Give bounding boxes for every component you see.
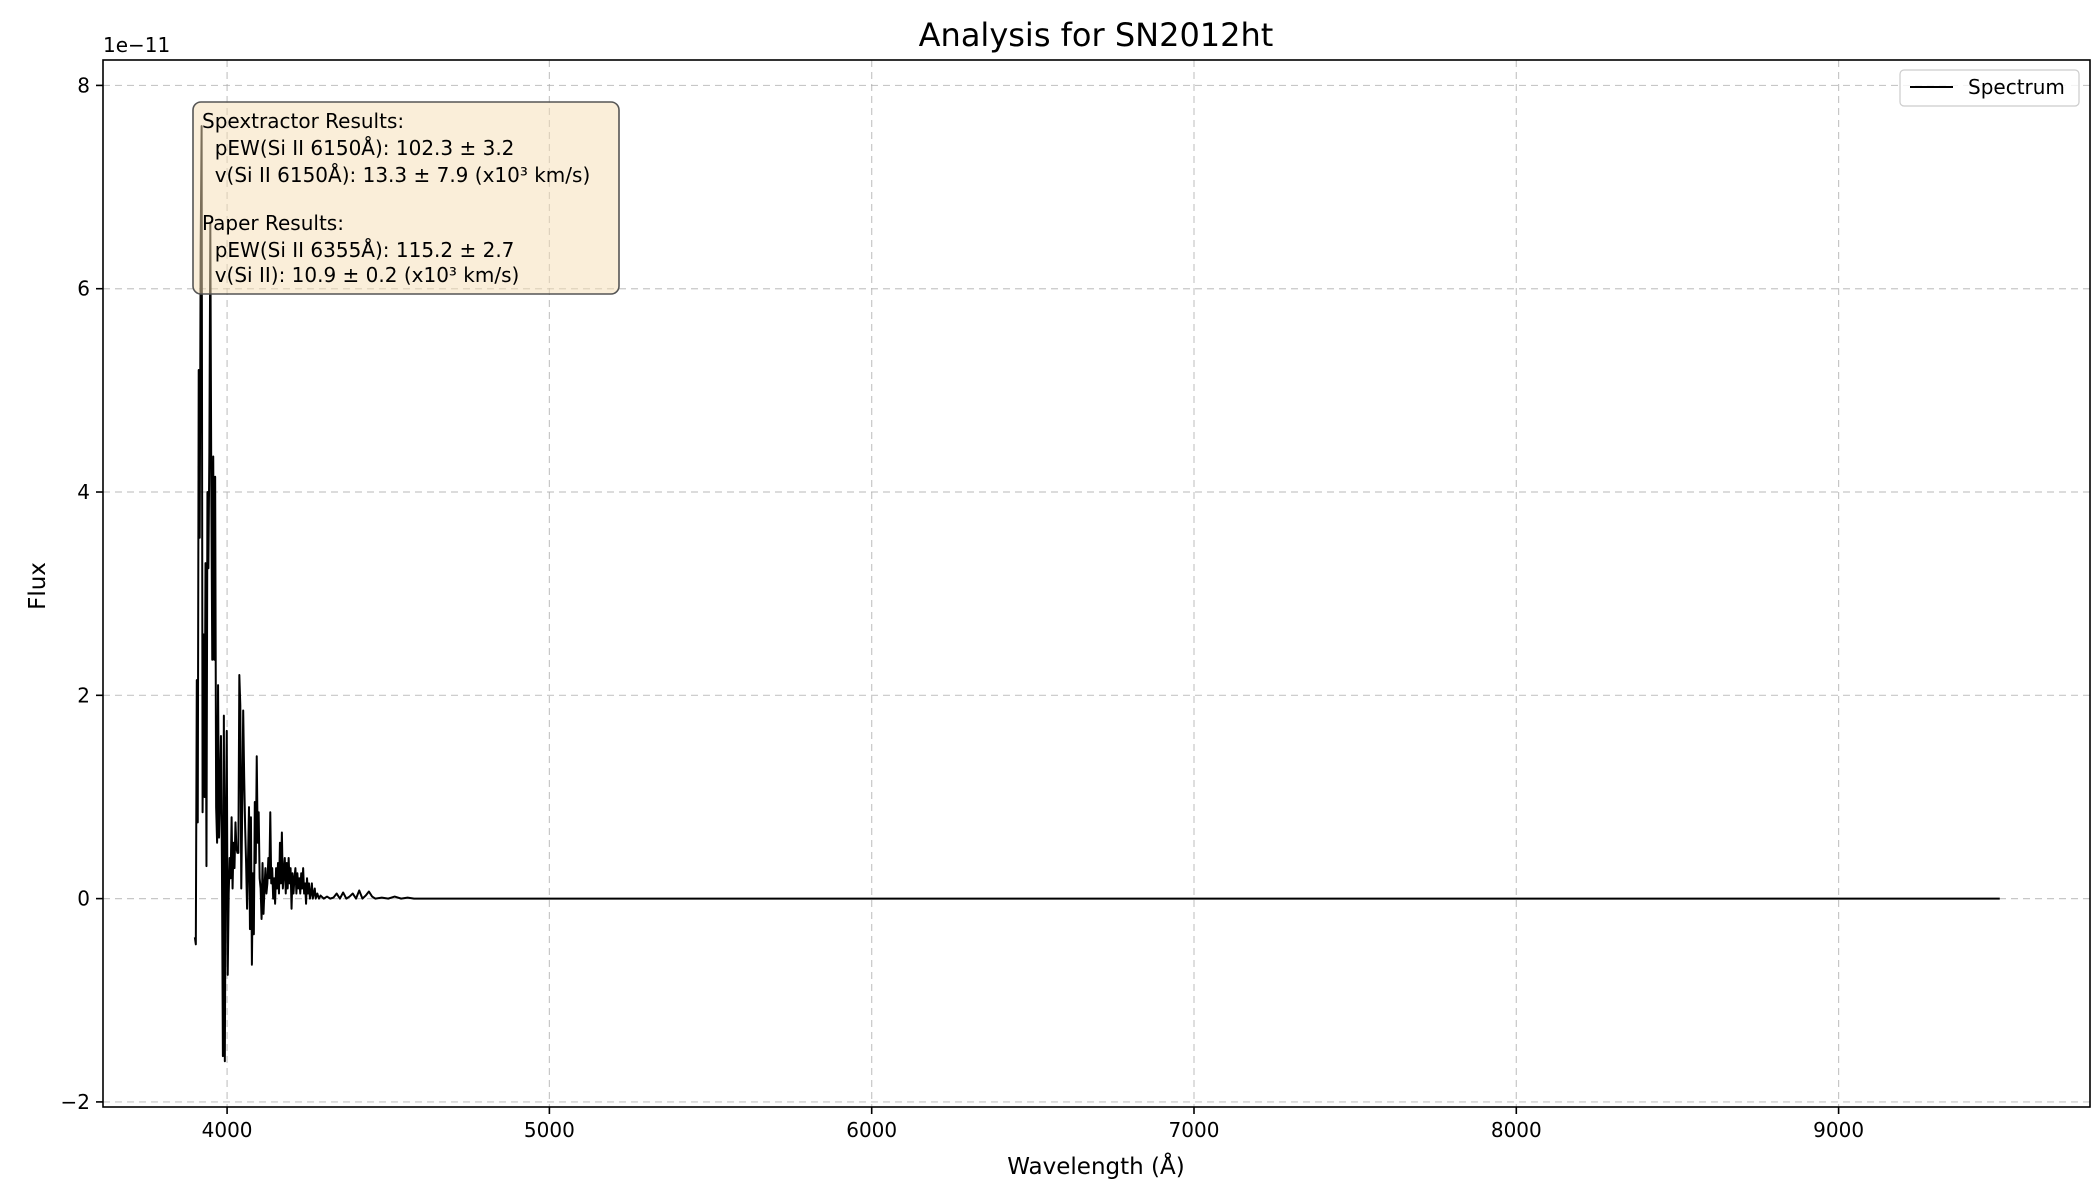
x-tick-label: 5000 [524, 1118, 575, 1142]
y-tick-label: 4 [77, 480, 90, 504]
y-tick-label: 0 [77, 887, 90, 911]
legend-box [1899, 69, 2080, 107]
annotation-line: v(Si II 6150Å): 13.3 ± 7.9 (x10³ km/s) [202, 163, 590, 187]
x-tick-label: 7000 [1169, 1118, 1220, 1142]
annotation-line: pEW(Si II 6150Å): 102.3 ± 3.2 [202, 136, 514, 160]
y-tick-label: 8 [77, 73, 90, 97]
x-axis-label: Wavelength (Å) [1007, 1152, 1184, 1180]
annotation-line: Paper Results: [202, 211, 344, 235]
series-line-spectrum [193, 125, 2000, 1063]
y-offset-label: 1e−11 [103, 33, 170, 57]
annotation-line: pEW(Si II 6355Å): 115.2 ± 2.7 [202, 238, 514, 262]
x-tick-label: 9000 [1813, 1118, 1864, 1142]
annotation-line: Spextractor Results: [202, 109, 404, 133]
x-tick-label: 4000 [202, 1118, 253, 1142]
results-annotation: Spextractor Results: pEW(Si II 6150Å): 1… [192, 101, 620, 295]
legend: Spectrum [1899, 69, 2080, 107]
chart-title: Analysis for SN2012ht [919, 16, 1274, 54]
annotation-line: v(Si II): 10.9 ± 0.2 (x10³ km/s) [202, 263, 519, 287]
y-tick-label: 2 [77, 683, 90, 707]
plot-frame [102, 59, 2091, 1108]
series-layer [193, 125, 2000, 1063]
x-tick-label: 6000 [846, 1118, 897, 1142]
ticks: 4000 5000 6000 7000 8000 9000 −2 0 2 4 6 8 [61, 73, 1865, 1142]
x-tick-label: 8000 [1491, 1118, 1542, 1142]
y-tick-label: 6 [77, 277, 90, 301]
legend-label: Spectrum [1968, 75, 2065, 99]
annotation-box [192, 101, 620, 295]
y-tick-label: −2 [61, 1090, 90, 1114]
y-axis-label: Flux [25, 562, 51, 610]
